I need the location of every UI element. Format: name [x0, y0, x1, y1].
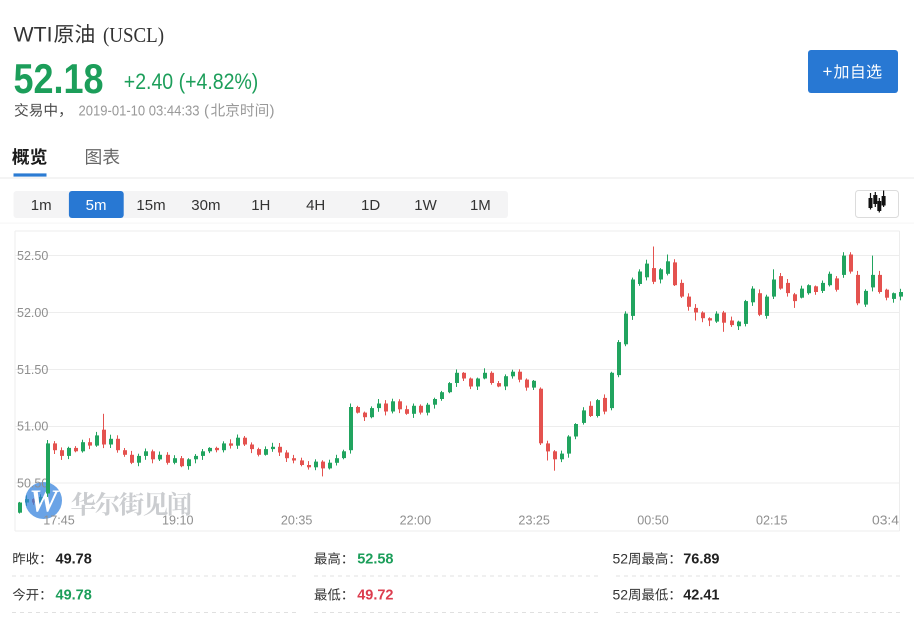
- svg-text:51.00: 51.00: [17, 420, 48, 434]
- svg-text:15m: 15m: [136, 197, 165, 214]
- svg-text:49.72: 49.72: [357, 588, 393, 604]
- svg-text:4H: 4H: [306, 197, 325, 214]
- svg-text:(: (: [204, 103, 209, 120]
- svg-text:2019-01-10 03:44:33: 2019-01-10 03:44:33: [79, 103, 200, 120]
- svg-text:51.50: 51.50: [17, 363, 48, 377]
- svg-text:02:15: 02:15: [756, 514, 788, 528]
- svg-text:49.78: 49.78: [56, 588, 92, 604]
- svg-text:): ): [270, 103, 275, 120]
- svg-text:03:4: 03:4: [872, 514, 899, 528]
- svg-text:1H: 1H: [251, 197, 270, 214]
- svg-text:W: W: [29, 483, 60, 519]
- svg-text:(USCL): (USCL): [103, 23, 164, 47]
- svg-text:50.50: 50.50: [17, 477, 48, 491]
- svg-text:1W: 1W: [414, 197, 437, 214]
- svg-text:17:45: 17:45: [43, 514, 75, 528]
- svg-text:52: 52: [613, 587, 629, 603]
- svg-text:52.18: 52.18: [14, 55, 104, 102]
- svg-text:+2.40 (+4.82%): +2.40 (+4.82%): [124, 69, 258, 94]
- svg-text:1m: 1m: [31, 197, 52, 214]
- svg-text:1D: 1D: [361, 197, 380, 214]
- svg-text:76.89: 76.89: [683, 552, 719, 568]
- svg-text:30m: 30m: [191, 197, 220, 214]
- svg-text:23:25: 23:25: [518, 514, 550, 528]
- svg-text:20:35: 20:35: [281, 514, 313, 528]
- svg-text:52: 52: [613, 551, 629, 567]
- svg-text:52.50: 52.50: [17, 249, 48, 263]
- svg-text:49.78: 49.78: [56, 552, 92, 568]
- svg-text:WTI: WTI: [14, 23, 53, 46]
- svg-text:1M: 1M: [470, 197, 491, 214]
- svg-text:00:50: 00:50: [637, 514, 669, 528]
- svg-text:42.41: 42.41: [683, 588, 719, 604]
- svg-text:5m: 5m: [86, 197, 107, 214]
- svg-text:22:00: 22:00: [400, 514, 432, 528]
- svg-text:19:10: 19:10: [162, 514, 194, 528]
- svg-text:52.00: 52.00: [17, 306, 48, 320]
- svg-text:52.58: 52.58: [357, 552, 393, 568]
- svg-text:+: +: [823, 62, 833, 81]
